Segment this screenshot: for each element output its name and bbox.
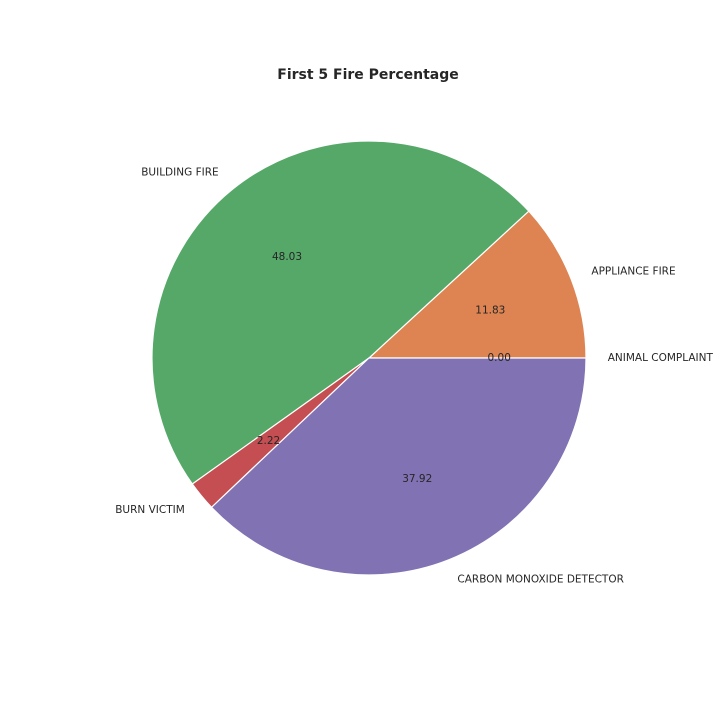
pct-label-building-fire: 48.03 (272, 251, 302, 263)
pie-labels: ANIMAL COMPLAINT 0.00 APPLIANCE FIRE 11.83 B… (115, 167, 713, 586)
pct-label-animal-complaint: 0.00 (488, 352, 511, 364)
slice-label-carbon-monoxide-detector: CARBON MONOXIDE DETECTOR (457, 574, 623, 586)
slice-label-building-fire: BUILDING FIRE (141, 167, 218, 179)
pct-label-carbon-monoxide-detector: 37.92 (402, 473, 432, 485)
pct-label-burn-victim: 2.22 (257, 435, 280, 447)
pie-slice-carbon-monoxide-detector (210, 357, 587, 576)
pie-slice-building-fire (151, 140, 530, 485)
pct-label-appliance-fire: 11.83 (475, 305, 505, 317)
slice-label-animal-complaint: ANIMAL COMPLAINT (608, 352, 714, 364)
pie-slice-appliance-fire (367, 210, 587, 359)
slice-label-appliance-fire: APPLIANCE FIRE (591, 265, 675, 277)
pie-slices (151, 140, 587, 576)
slice-label-burn-victim: BURN VICTIM (115, 504, 185, 516)
chart-title: First 5 Fire Percentage (277, 67, 459, 83)
